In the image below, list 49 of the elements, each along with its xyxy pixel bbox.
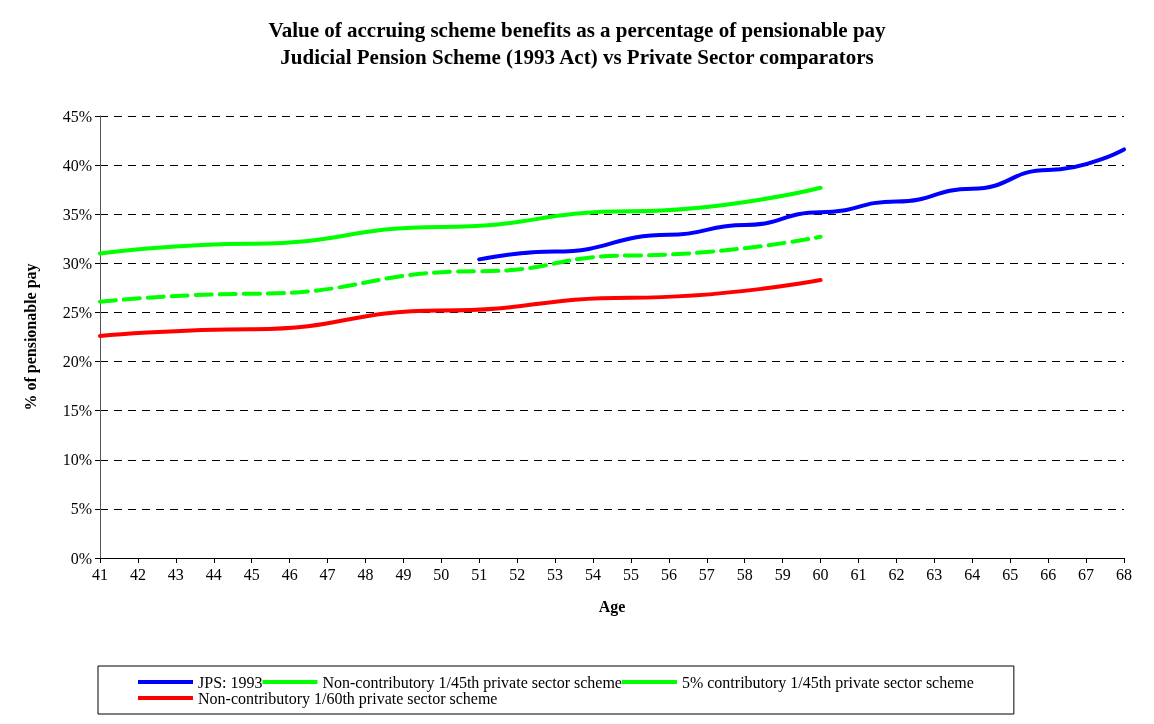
legend-label: Non-contributory 1/45th private sector scheme	[322, 673, 622, 692]
x-tick-label: 54	[585, 565, 602, 583]
y-tick-label: 45%	[62, 107, 92, 125]
y-tick-label: 0%	[70, 549, 92, 567]
x-axis-title: Age	[598, 597, 626, 616]
x-tick-label: 67	[1078, 565, 1095, 583]
legend-label: JPS: 1993	[198, 673, 263, 691]
x-tick-label: 66	[1040, 565, 1057, 583]
chart-subtitle: Judicial Pension Scheme (1993 Act) vs Private Sector comparators	[280, 44, 874, 69]
x-tick-label: 64	[964, 565, 981, 583]
y-axis-title: % of pensionable pay	[21, 263, 40, 411]
x-tick-label: 65	[1002, 565, 1019, 583]
x-tick-label: 58	[736, 565, 753, 583]
y-tick-label: 20%	[62, 353, 92, 371]
x-tick-label: 63	[926, 565, 943, 583]
y-tick-label: 40%	[62, 156, 92, 174]
y-tick-label: 35%	[62, 205, 92, 223]
chart-title: Value of accruing scheme benefits as a percentage of pensionable pay	[268, 17, 887, 42]
x-tick-label: 68	[1116, 565, 1132, 583]
line-series	[98, 278, 823, 339]
x-tick-label: 62	[888, 565, 905, 583]
line-series	[98, 234, 823, 304]
x-tick-label: 43	[167, 565, 184, 583]
x-tick-label: 50	[433, 565, 450, 583]
x-tick-label: 48	[357, 565, 374, 583]
x-tick-label: 56	[660, 565, 677, 583]
x-tick-label: 57	[698, 565, 715, 583]
x-tick-label: 53	[547, 565, 564, 583]
y-tick-label: 25%	[62, 303, 92, 321]
line-series	[98, 185, 823, 256]
x-tick-label: 59	[774, 565, 791, 583]
x-tick-label: 46	[281, 565, 298, 583]
x-tick-label: 61	[850, 565, 867, 583]
x-tick-label: 60	[812, 565, 829, 583]
x-tick-label: 52	[509, 565, 526, 583]
x-tick-label: 41	[92, 565, 108, 583]
line-series	[477, 147, 1126, 262]
y-tick-label: 30%	[62, 254, 92, 272]
y-tick-label: 15%	[62, 402, 92, 420]
legend-label: 5% contributory 1/45th private sector scheme	[681, 673, 974, 692]
y-tick-label: 10%	[62, 451, 92, 469]
x-tick-label: 47	[319, 565, 336, 583]
x-tick-label: 51	[471, 565, 488, 583]
y-tick-label: 5%	[70, 500, 92, 518]
x-tick-label: 44	[205, 565, 222, 583]
x-tick-label: 45	[243, 565, 260, 583]
x-tick-label: 55	[622, 565, 639, 583]
x-tick-label: 49	[395, 565, 412, 583]
x-tick-label: 42	[129, 565, 146, 583]
